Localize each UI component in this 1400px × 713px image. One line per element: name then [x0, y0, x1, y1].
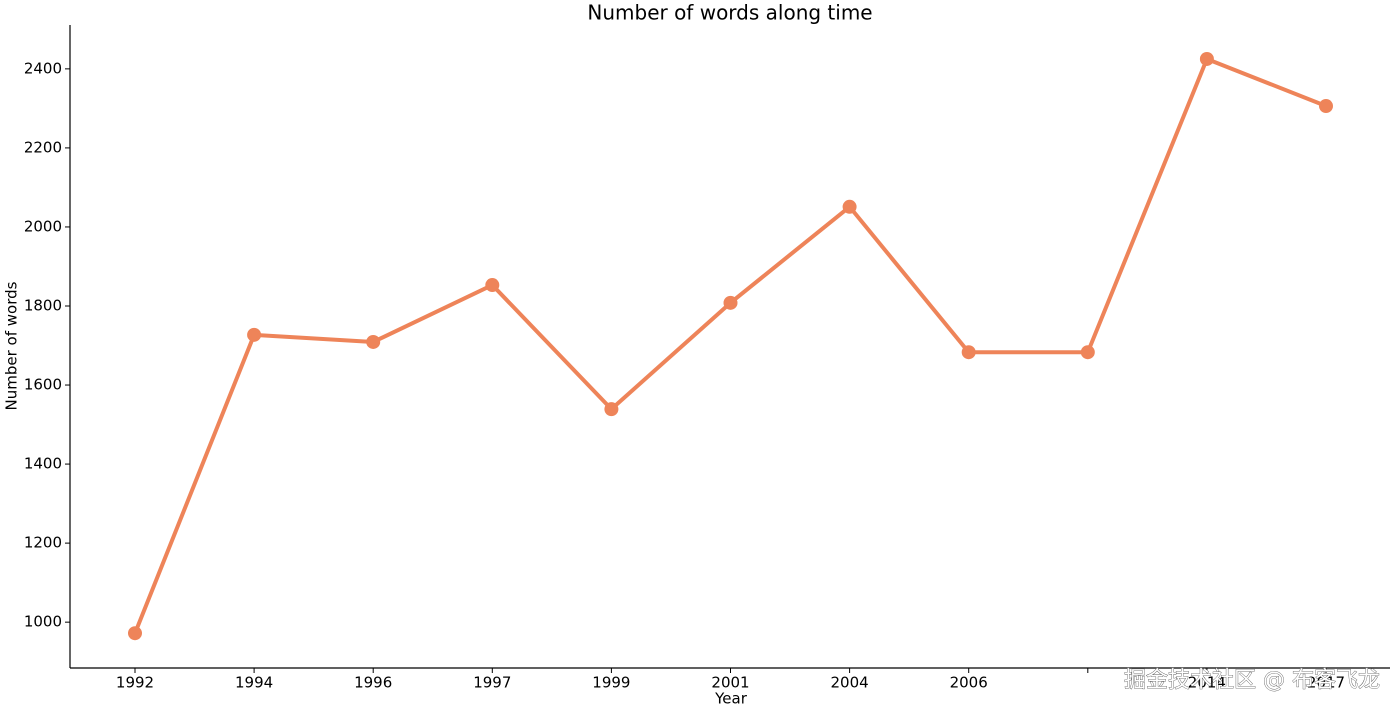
y-tick-label: 2000: [24, 217, 62, 235]
y-axis-label: Number of words: [3, 281, 21, 410]
x-tick-label: 2006: [950, 674, 988, 692]
chart-title: Number of words along time: [587, 1, 872, 25]
y-tick-label: 1000: [24, 613, 62, 631]
x-tick-label: 1996: [354, 674, 392, 692]
y-tick-label: 2200: [24, 138, 62, 156]
data-point: [1319, 99, 1333, 114]
data-point: [1199, 51, 1214, 66]
data-point: [247, 327, 262, 342]
x-tick-label: 2004: [831, 674, 869, 692]
x-tick-label: 1992: [116, 674, 154, 692]
y-tick-label: 2400: [24, 59, 62, 77]
y-tick-label: 1800: [24, 296, 62, 314]
data-point: [604, 402, 619, 417]
data-line: [133, 56, 1327, 634]
data-point: [842, 199, 857, 214]
data-point: [485, 278, 500, 293]
data-point: [723, 295, 738, 310]
y-tick-label: 1600: [24, 376, 62, 394]
data-point: [366, 334, 381, 349]
y-tick-label: 1400: [24, 455, 62, 473]
watermark: 掘金技术社区 @ 布客飞龙: [1124, 668, 1380, 693]
x-tick-label: 1999: [592, 674, 630, 692]
y-tick-label: 1200: [24, 534, 62, 552]
x-tick-label: 1994: [235, 674, 273, 692]
data-point: [1080, 345, 1095, 360]
data-point: [961, 345, 976, 360]
x-tick-label: 2017: [1307, 674, 1345, 692]
x-tick-label: 2014: [1188, 674, 1226, 692]
x-axis-label: Year: [714, 690, 748, 708]
x-tick-label: 2001: [711, 674, 749, 692]
data-point: [128, 626, 142, 641]
x-tick-label: 1997: [473, 674, 511, 692]
